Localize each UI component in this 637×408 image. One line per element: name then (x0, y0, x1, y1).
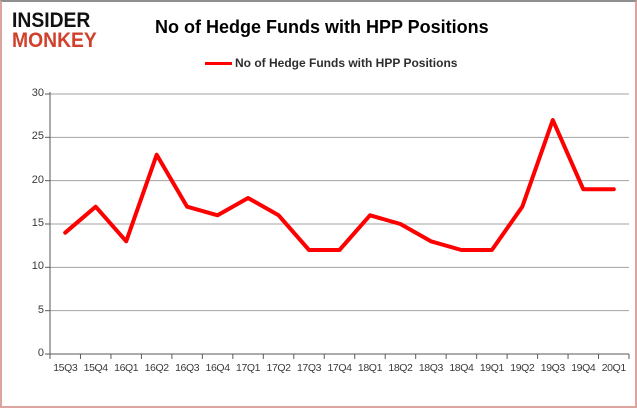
insider-monkey-logo: INSIDER MONKEY (12, 9, 97, 52)
x-tick-label: 18Q1 (357, 362, 383, 374)
x-tick-label: 17Q3 (296, 362, 322, 374)
x-tick-label: 20Q1 (601, 362, 626, 374)
x-tick-label: 17Q2 (266, 362, 291, 374)
x-tick-label: 17Q1 (236, 362, 261, 374)
legend-line-swatch (205, 61, 232, 65)
series-line (63, 118, 616, 252)
y-tick-label: 15 (31, 217, 44, 229)
y-tick-label: 20 (31, 173, 44, 186)
y-tick-label: 25 (31, 130, 44, 143)
x-tick-label: 15Q3 (53, 362, 78, 374)
legend-label: No of Hedge Funds with HPP Positions (235, 56, 458, 70)
x-tick-label: 19Q3 (540, 362, 565, 374)
y-tick-label: 30 (31, 87, 44, 99)
x-tick-label: 16Q2 (144, 362, 169, 374)
legend: No of Hedge Funds with HPP Positions (205, 56, 457, 70)
x-tick-label: 18Q4 (449, 362, 474, 374)
x-tick-label: 19Q1 (479, 362, 504, 374)
x-tick-label: 15Q4 (83, 362, 108, 374)
logo-text-monkey: MONKEY (12, 28, 97, 52)
logo-text-insider: INSIDER (12, 9, 91, 32)
x-tick-label: 16Q4 (205, 362, 230, 374)
y-tick-label: 0 (37, 347, 44, 359)
y-tick-label: 10 (31, 260, 44, 273)
x-tick-label: 19Q4 (571, 362, 596, 374)
chart-title: No of Hedge Funds with HPP Positions (155, 17, 489, 37)
x-tick-label: 18Q2 (388, 362, 413, 374)
x-tick-label: 19Q2 (510, 362, 535, 374)
y-tick-label: 5 (37, 303, 44, 316)
x-tick-label: 18Q3 (418, 362, 443, 374)
x-tick-label: 17Q4 (327, 362, 352, 374)
x-tick-label: 16Q3 (175, 362, 200, 374)
x-tick-label: 16Q1 (114, 362, 139, 374)
